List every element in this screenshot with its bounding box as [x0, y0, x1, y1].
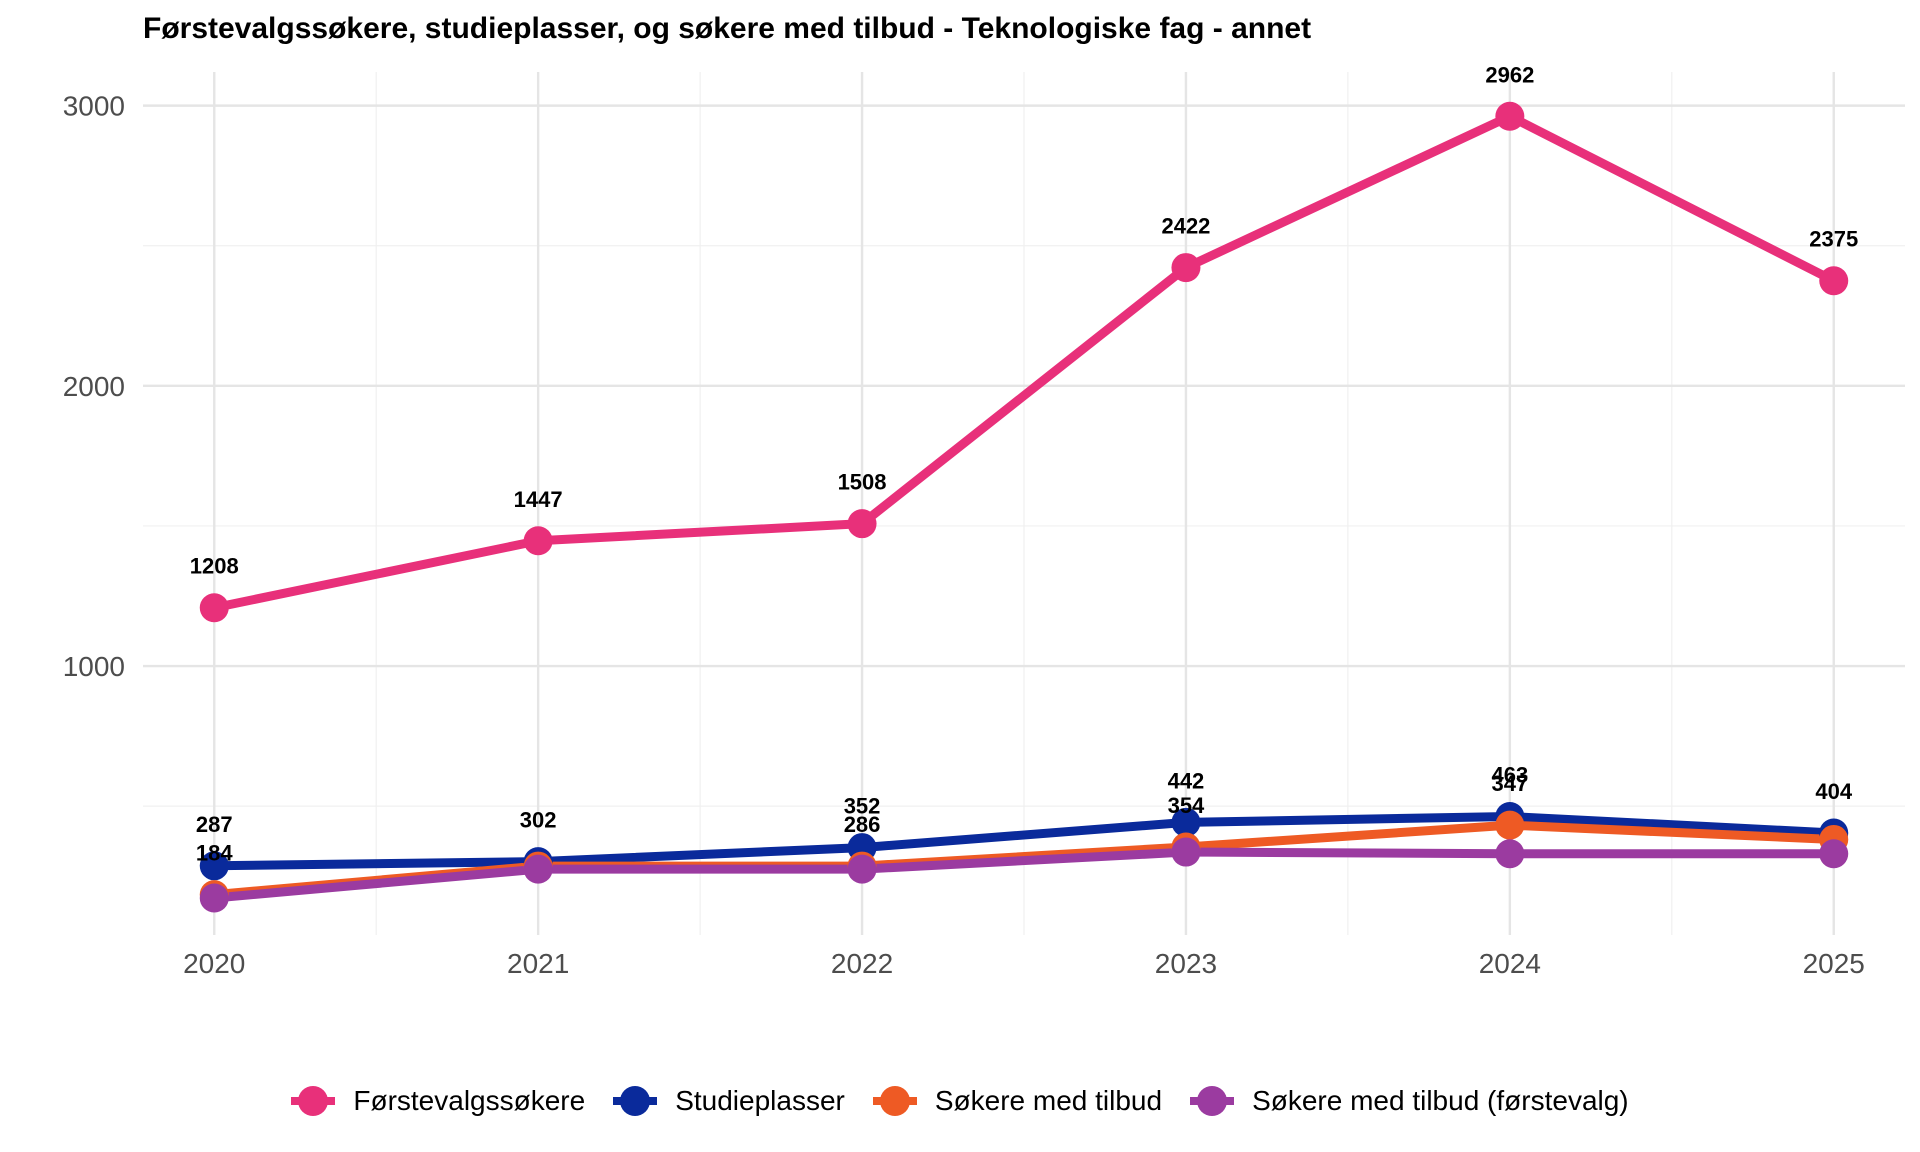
data-label: 2422	[1161, 214, 1210, 239]
data-label: 463	[1491, 762, 1528, 787]
line-chart: 1000 2000 3000 2020 2021 2022 2023 2024 2025 12…	[63, 62, 1905, 979]
data-labels: 1208 1447 1508 2422 2962 2375 287 302 352 442 463 4…	[190, 62, 1858, 865]
x-tick-label: 2020	[183, 948, 245, 979]
legend-item: Førstevalgssøkere	[291, 1085, 585, 1117]
series-point	[1495, 101, 1525, 131]
series-point	[1171, 837, 1201, 867]
legend-key	[1190, 1086, 1235, 1116]
legend-item: Søkere med tilbud	[872, 1085, 1163, 1117]
y-tick-label: 1000	[63, 651, 125, 682]
legend-key	[291, 1086, 336, 1116]
x-tick-label: 2021	[507, 948, 569, 979]
data-label: 354	[1168, 793, 1205, 818]
series-point	[1819, 266, 1849, 296]
series-point	[523, 526, 553, 556]
x-tick-label: 2024	[1479, 948, 1541, 979]
x-axis-tick-labels: 2020 2021 2022 2023 2024 2025	[183, 948, 1865, 979]
grid-major	[143, 72, 1905, 935]
data-label: 1447	[514, 487, 563, 512]
data-label: 1208	[190, 554, 239, 579]
data-label: 2962	[1485, 62, 1534, 87]
legend-label: Førstevalgssøkere	[353, 1085, 586, 1116]
series-point	[1819, 839, 1849, 869]
series-point	[199, 883, 229, 913]
legend-key	[872, 1086, 917, 1116]
legend-label: Søkere med tilbud (førstevalg)	[1252, 1085, 1629, 1116]
y-tick-label: 2000	[63, 371, 125, 402]
legend-item: Søkere med tilbud (førstevalg)	[1190, 1085, 1629, 1117]
data-label: 442	[1168, 768, 1205, 793]
data-label: 2375	[1809, 227, 1858, 252]
series-line	[209, 111, 1839, 613]
data-label: 286	[844, 812, 881, 837]
series-point	[199, 851, 229, 881]
series-point	[1171, 253, 1201, 283]
x-tick-label: 2022	[831, 948, 893, 979]
series-point	[847, 509, 877, 539]
data-label: 1508	[838, 470, 887, 495]
series-line	[209, 847, 1839, 903]
grid-minor	[143, 72, 1905, 935]
series-line	[209, 811, 1839, 871]
legend-key	[613, 1086, 658, 1116]
series-points	[199, 101, 1849, 913]
x-tick-label: 2025	[1803, 948, 1865, 979]
data-label: 302	[520, 808, 557, 833]
data-label: 404	[1815, 779, 1852, 804]
series-point	[523, 854, 553, 884]
data-label: 184	[196, 841, 233, 866]
data-label: 352	[844, 794, 881, 819]
series-point	[1171, 807, 1201, 837]
legend-item: Studieplasser	[613, 1085, 845, 1117]
y-tick-label: 3000	[63, 91, 125, 122]
series-point	[199, 593, 229, 623]
legend: Førstevalgssøkere Studieplasser Søkere med…	[0, 1078, 1920, 1124]
series-point	[847, 854, 877, 884]
legend-label: Søkere med tilbud	[934, 1085, 1163, 1116]
series-point	[1495, 839, 1525, 869]
series-lines	[209, 111, 1839, 903]
data-label: 287	[196, 812, 233, 837]
data-label: 347	[1491, 771, 1528, 796]
x-tick-label: 2023	[1155, 948, 1217, 979]
legend-label: Studieplasser	[675, 1085, 845, 1116]
y-axis-tick-labels: 1000 2000 3000	[63, 91, 125, 682]
chart-title: Førstevalgssøkere, studieplasser, og søk…	[143, 12, 1312, 45]
series-point	[1495, 810, 1525, 840]
